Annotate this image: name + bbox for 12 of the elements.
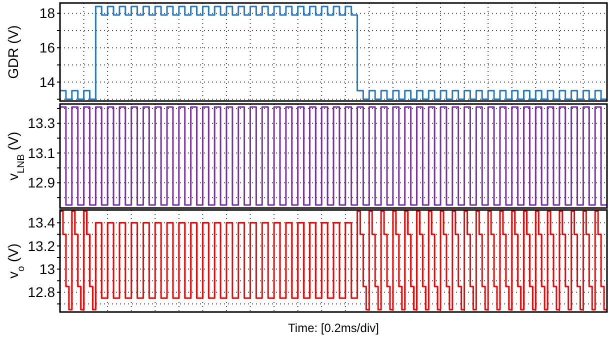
y-tick-label: 13.3 bbox=[28, 115, 56, 132]
y-tick-label: 12.8 bbox=[28, 284, 56, 300]
y-tick-label: 13.2 bbox=[28, 238, 56, 254]
y-tick-label: 14 bbox=[39, 74, 56, 90]
y-tick-label: 16 bbox=[39, 40, 56, 56]
x-axis-title: Time: [0.2ms/div] bbox=[288, 321, 379, 335]
y-tick-label: 18 bbox=[39, 5, 56, 22]
y-tick-label: 13 bbox=[39, 261, 56, 278]
y-tick-label: 12.9 bbox=[28, 174, 56, 191]
y-tick-label: 13.1 bbox=[28, 144, 56, 161]
y-axis-title: GDR (V) bbox=[5, 25, 21, 79]
y-tick-label: 13.4 bbox=[28, 214, 56, 231]
